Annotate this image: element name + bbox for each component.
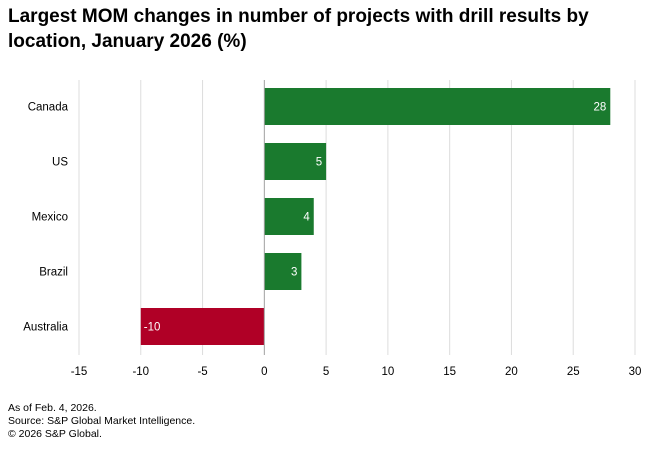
bar-mexico [264,198,314,235]
bar-brazil [264,253,302,290]
x-tick-label: 10 [381,366,394,378]
category-label: Australia [23,322,68,334]
category-label: US [52,157,68,169]
x-tick-label: 0 [261,366,267,378]
category-label: Canada [28,102,69,114]
x-tick-label: 20 [505,366,518,378]
data-label: 28 [593,102,606,114]
x-tick-label: 25 [567,366,580,378]
footnote-copyright: © 2026 S&P Global. [8,428,102,440]
footnotes: As of Feb. 4, 2026. Source: S&P Global M… [8,402,195,441]
x-tick-label: -10 [132,366,149,378]
footnote-date: As of Feb. 4, 2026. [8,402,97,414]
data-label: 3 [291,267,297,279]
data-label: 5 [316,157,322,169]
bar-us [264,143,327,180]
chart-title: Largest MOM changes in number of project… [8,6,589,52]
category-label: Brazil [39,267,68,279]
x-tick-label: 30 [629,366,642,378]
footnote-source: Source: S&P Global Market Intelligence. [8,415,196,427]
category-label: Mexico [32,212,68,224]
bar-canada [264,88,611,125]
data-label: 4 [303,212,310,224]
bar-australia [140,308,265,345]
x-tick-label: 15 [443,366,456,378]
data-label: -10 [144,322,161,334]
x-tick-label: -15 [71,366,88,378]
x-tick-label: 5 [323,366,329,378]
x-tick-label: -5 [197,366,207,378]
